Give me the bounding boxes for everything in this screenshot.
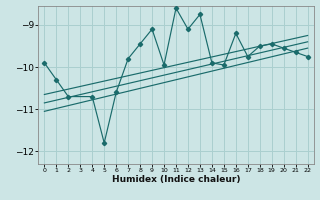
X-axis label: Humidex (Indice chaleur): Humidex (Indice chaleur) [112, 175, 240, 184]
